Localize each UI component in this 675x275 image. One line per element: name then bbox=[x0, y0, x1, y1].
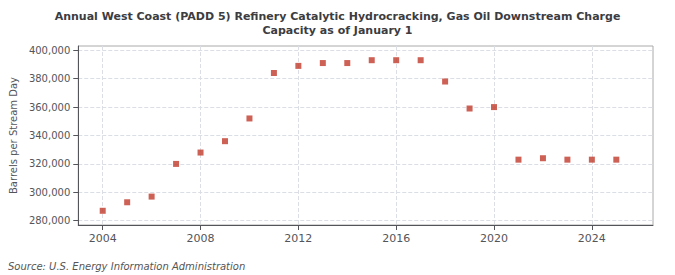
svg-text:Barrels per Stream Day: Barrels per Stream Day bbox=[8, 77, 19, 194]
svg-text:2004: 2004 bbox=[89, 232, 117, 245]
svg-text:320,000: 320,000 bbox=[29, 158, 70, 169]
svg-text:2008: 2008 bbox=[187, 232, 215, 245]
svg-text:2020: 2020 bbox=[480, 232, 508, 245]
svg-text:Annual West Coast (PADD 5) Ref: Annual West Coast (PADD 5) Refinery Cata… bbox=[55, 10, 621, 23]
svg-text:400,000: 400,000 bbox=[29, 45, 70, 56]
svg-text:Source: U.S. Energy Informatio: Source: U.S. Energy Information Administ… bbox=[8, 261, 245, 272]
svg-text:2012: 2012 bbox=[284, 232, 312, 245]
svg-text:280,000: 280,000 bbox=[29, 215, 70, 226]
svg-text:300,000: 300,000 bbox=[29, 187, 70, 198]
svg-text:340,000: 340,000 bbox=[29, 130, 70, 141]
svg-text:380,000: 380,000 bbox=[29, 73, 70, 84]
svg-text:Capacity as of January 1: Capacity as of January 1 bbox=[263, 24, 413, 37]
svg-text:2024: 2024 bbox=[578, 232, 606, 245]
svg-text:360,000: 360,000 bbox=[29, 102, 70, 113]
svg-text:2016: 2016 bbox=[382, 232, 410, 245]
